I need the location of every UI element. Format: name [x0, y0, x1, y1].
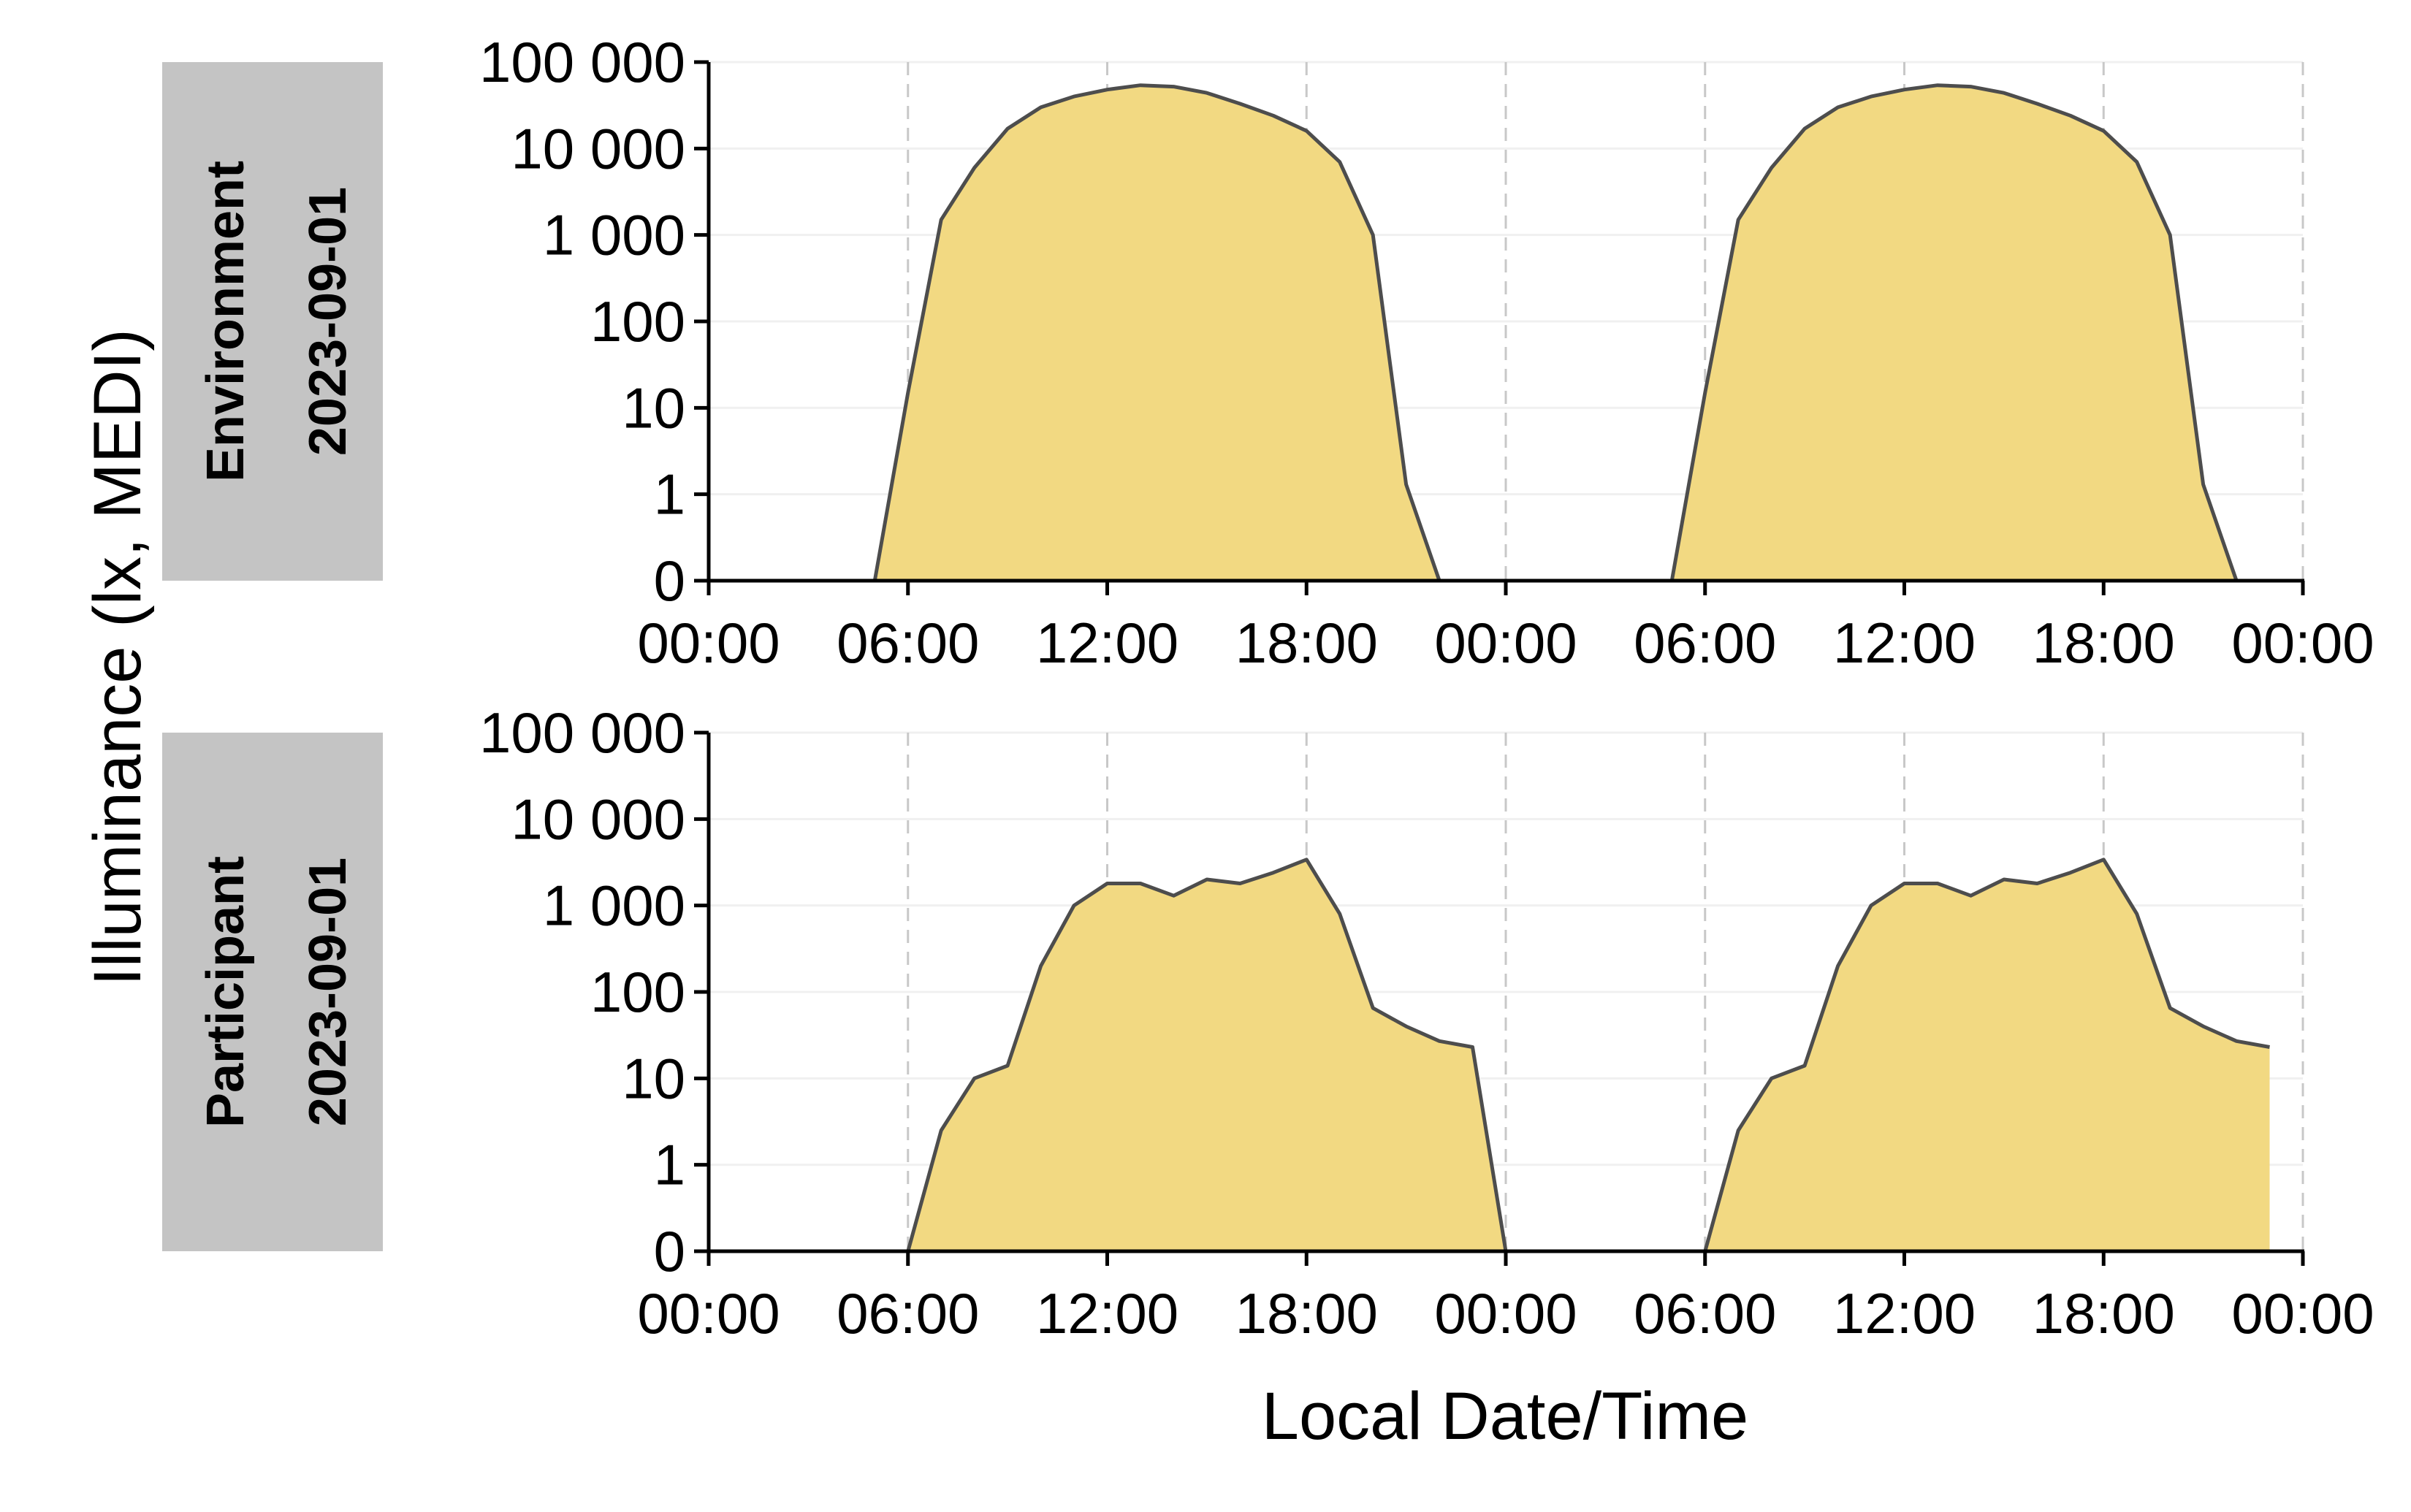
x-tick-label: 18:00 — [2033, 1281, 2175, 1345]
x-tick-label: 00:00 — [637, 611, 780, 675]
facet-label: Participant — [197, 856, 255, 1128]
y-tick-label: 100 000 — [479, 700, 685, 765]
x-tick-label: 00:00 — [637, 1281, 780, 1345]
x-tick-label: 12:00 — [1036, 1281, 1178, 1345]
facet-strip — [162, 733, 383, 1251]
panel-environment: 0 1 10 100 1 000 10 000 100 000 00:00 06:00 12:00… — [162, 30, 2374, 675]
facet-label: Environment — [197, 161, 255, 482]
x-tick-label: 18:00 — [1235, 611, 1378, 675]
y-tick-label: 1 000 — [543, 203, 685, 267]
x-tick-label: 18:00 — [2033, 611, 2175, 675]
x-tick-label: 00:00 — [2231, 611, 2374, 675]
x-tick-label: 00:00 — [1434, 1281, 1577, 1345]
facet-date: 2023-09-01 — [299, 858, 357, 1126]
area-fill — [709, 85, 2270, 581]
x-tick-label: 00:00 — [2231, 1281, 2374, 1345]
y-tick-label: 1 — [654, 462, 685, 527]
y-tick-label: 0 — [654, 1219, 685, 1283]
x-tick-label: 06:00 — [837, 1281, 979, 1345]
panel-participant: 0 1 10 100 1 000 10 000 100 000 00:00 06:00 12:00… — [162, 700, 2374, 1345]
x-tick-label: 06:00 — [1634, 1281, 1776, 1345]
area-fill — [709, 859, 2270, 1251]
y-tick-label: 1 — [654, 1133, 685, 1197]
x-tick-label: 00:00 — [1434, 611, 1577, 675]
y-axis-title: Illuminance (lx, MEDI) — [80, 329, 155, 986]
y-tick-label: 10 000 — [511, 116, 685, 180]
x-tick-label: 06:00 — [837, 611, 979, 675]
series-line — [709, 858, 2270, 1253]
x-tick-label: 12:00 — [1833, 611, 1976, 675]
y-tick-label: 100 — [590, 960, 685, 1024]
y-tick-label: 0 — [654, 549, 685, 613]
facet-date: 2023-09-01 — [299, 187, 357, 456]
x-tick-label: 12:00 — [1833, 1281, 1976, 1345]
y-tick-label: 10 000 — [511, 787, 685, 851]
x-tick-label: 06:00 — [1634, 611, 1776, 675]
y-tick-label: 1 000 — [543, 874, 685, 938]
facet-strip — [162, 62, 383, 581]
y-tick-label: 10 — [622, 1046, 685, 1110]
x-axis-title: Local Date/Time — [1262, 1379, 1748, 1454]
x-tick-label: 18:00 — [1235, 1281, 1378, 1345]
y-tick-label: 100 — [590, 289, 685, 354]
y-tick-label: 100 000 — [479, 30, 685, 94]
x-tick-label: 12:00 — [1036, 611, 1178, 675]
y-tick-label: 10 — [622, 375, 685, 440]
